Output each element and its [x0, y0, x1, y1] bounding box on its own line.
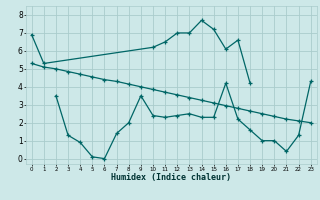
X-axis label: Humidex (Indice chaleur): Humidex (Indice chaleur) [111, 173, 231, 182]
